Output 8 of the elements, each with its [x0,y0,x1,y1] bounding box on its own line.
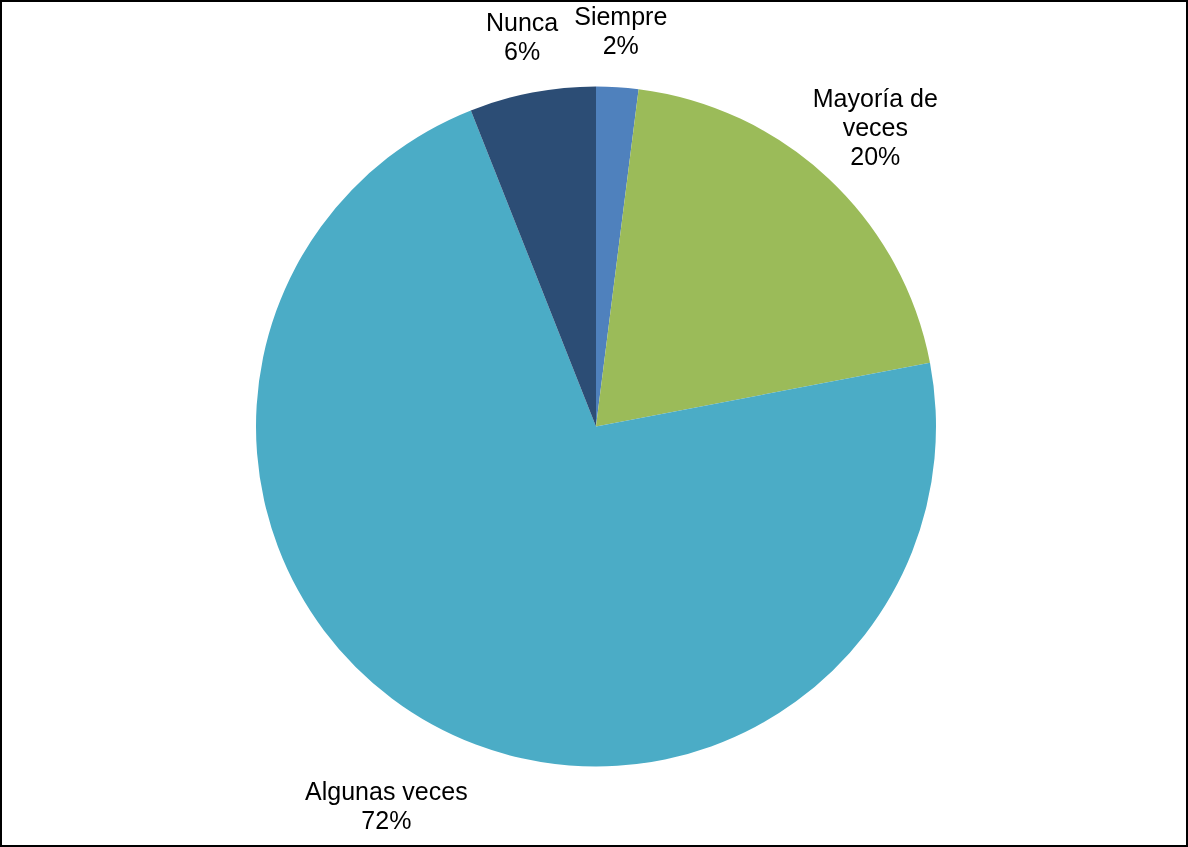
data-label: 2% [602,31,639,60]
data-label: 72% [361,806,412,835]
slice-label: Algunas veces [305,777,468,806]
data-label: 20% [850,141,901,170]
slice-label: Mayoría de veces [812,83,938,141]
slice-label: Siempre [574,2,668,31]
data-label: 6% [504,37,541,66]
slice-label: Nunca [485,8,559,37]
